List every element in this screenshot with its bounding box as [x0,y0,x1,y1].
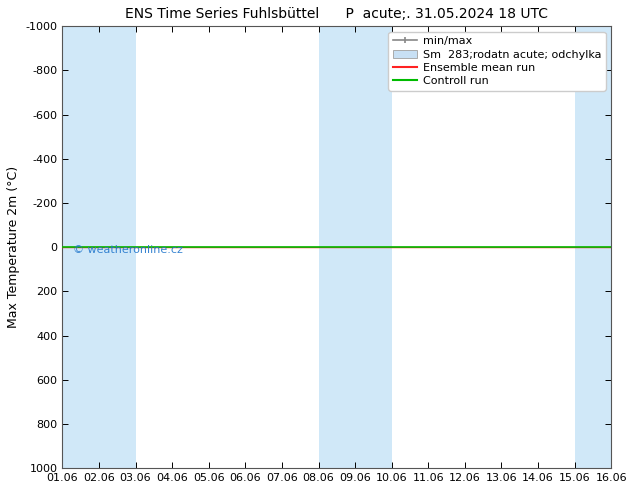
Legend: min/max, Sm  283;rodatn acute; odchylka, Ensemble mean run, Controll run: min/max, Sm 283;rodatn acute; odchylka, … [388,32,605,91]
Text: © weatheronline.cz: © weatheronline.cz [74,245,183,255]
Bar [99,26,136,468]
Bar [574,26,611,468]
Title: ENS Time Series Fuhlsbüttel      P  acute;. 31.05.2024 18 UTC: ENS Time Series Fuhlsbüttel P acute;. 31… [126,7,548,21]
Bar [62,26,99,468]
Bar [318,26,355,468]
Bar [355,26,392,468]
Y-axis label: Max Temperature 2m (°C): Max Temperature 2m (°C) [7,166,20,328]
